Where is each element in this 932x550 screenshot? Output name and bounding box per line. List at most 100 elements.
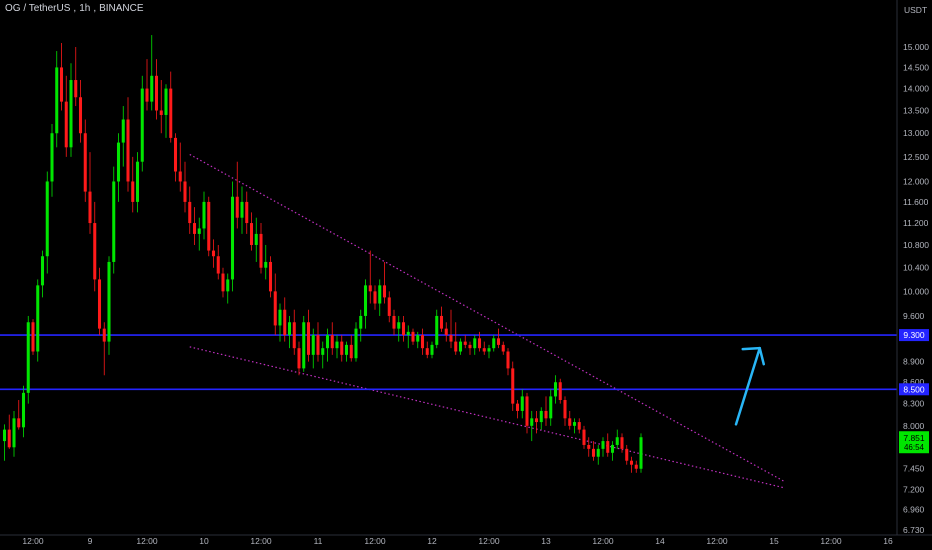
price-axis-background bbox=[897, 0, 932, 550]
x-tick-label: 13 bbox=[541, 536, 551, 546]
y-tick-label: 7.450 bbox=[903, 464, 925, 474]
interval-label[interactable]: 1h bbox=[79, 3, 91, 14]
x-tick-label: 12:00 bbox=[820, 536, 842, 546]
candle-body bbox=[145, 88, 149, 102]
candle-body bbox=[116, 142, 121, 182]
candle bbox=[183, 161, 187, 213]
candle bbox=[178, 142, 182, 192]
candle-body bbox=[473, 338, 477, 349]
candle bbox=[411, 328, 415, 345]
candle-body bbox=[525, 396, 529, 426]
candle-body bbox=[425, 348, 429, 355]
chart-title: OG / TetherUS, 1h, BINANCE bbox=[5, 3, 144, 14]
candle bbox=[406, 325, 410, 349]
candle bbox=[349, 335, 353, 362]
candle-body bbox=[444, 328, 448, 336]
y-tick-label: 8.000 bbox=[903, 421, 925, 431]
candle-body bbox=[31, 322, 35, 352]
candle-body bbox=[530, 418, 534, 426]
candle-body bbox=[359, 315, 363, 329]
candle-body bbox=[534, 418, 539, 423]
candle bbox=[530, 410, 534, 442]
candle-body bbox=[430, 344, 434, 355]
candle bbox=[268, 256, 273, 298]
candle-body bbox=[454, 341, 458, 352]
y-tick-label: 6.730 bbox=[903, 525, 925, 535]
candle bbox=[116, 133, 121, 202]
x-tick-label: 9 bbox=[88, 536, 93, 546]
candle-body bbox=[140, 88, 144, 162]
candle bbox=[454, 322, 458, 355]
candle-body bbox=[126, 119, 130, 182]
candle bbox=[416, 331, 420, 349]
candle bbox=[74, 47, 78, 107]
price-axis[interactable]: USDT 15.000 14.500 14.000 13.500 13.000 12.500… bbox=[896, 0, 932, 550]
candle-body bbox=[112, 181, 116, 262]
candle-body bbox=[492, 338, 496, 349]
candle bbox=[173, 133, 178, 182]
candle bbox=[335, 335, 339, 359]
candle bbox=[430, 341, 434, 359]
candle bbox=[601, 437, 605, 457]
y-tick-label: 7.200 bbox=[903, 484, 925, 494]
candle-body bbox=[401, 322, 406, 336]
candle bbox=[12, 410, 16, 457]
candle bbox=[273, 273, 277, 336]
candle bbox=[88, 152, 92, 234]
candle-body bbox=[97, 279, 102, 329]
candle bbox=[458, 338, 463, 355]
candle bbox=[629, 456, 634, 473]
time-axis[interactable]: 12:00 9 12:00 10 12:00 11 12:00 12 12:00 13 12:00 1… bbox=[0, 534, 932, 550]
candle-body bbox=[7, 429, 11, 448]
candle bbox=[145, 59, 149, 111]
candle bbox=[634, 460, 638, 473]
candle-body bbox=[468, 344, 472, 349]
candle bbox=[17, 400, 21, 430]
candle bbox=[477, 331, 482, 352]
candle-body bbox=[515, 403, 520, 411]
candle bbox=[50, 124, 54, 197]
y-tick-label: 10.800 bbox=[903, 240, 929, 250]
candle-body bbox=[107, 261, 111, 342]
candle bbox=[534, 410, 539, 434]
candle-body bbox=[463, 341, 467, 345]
y-tick-label: 13.500 bbox=[903, 105, 929, 115]
y-tick-label: 12.500 bbox=[903, 152, 929, 162]
candle-body bbox=[606, 441, 610, 453]
projection-arrow bbox=[734, 346, 765, 426]
candle-body bbox=[335, 341, 339, 349]
candle-body bbox=[278, 309, 282, 326]
candle bbox=[568, 410, 572, 430]
x-tick-label: 12 bbox=[427, 536, 437, 546]
x-tick-label: 12:00 bbox=[364, 536, 386, 546]
symbol-name[interactable]: OG / TetherUS bbox=[5, 3, 71, 14]
candle-body bbox=[449, 335, 453, 342]
candle bbox=[506, 348, 510, 376]
last-price-badge bbox=[899, 431, 929, 454]
level-badge-0 bbox=[899, 329, 929, 342]
candle bbox=[192, 207, 197, 245]
candle bbox=[344, 341, 349, 362]
candle bbox=[563, 396, 567, 426]
candle bbox=[606, 433, 610, 457]
candle bbox=[164, 84, 168, 138]
candle bbox=[496, 328, 501, 349]
candle bbox=[325, 328, 330, 362]
y-tick-label: 14.000 bbox=[903, 84, 929, 94]
candle-body bbox=[639, 437, 643, 469]
candle-body bbox=[264, 261, 268, 268]
candle-body bbox=[50, 133, 54, 182]
candle-body bbox=[135, 161, 140, 202]
candle bbox=[283, 297, 287, 342]
candle-body bbox=[501, 344, 505, 352]
candle bbox=[610, 441, 615, 461]
candle-body bbox=[192, 223, 197, 234]
candle bbox=[112, 166, 116, 274]
candle-body bbox=[520, 396, 524, 411]
y-tick-label: 6.960 bbox=[903, 505, 925, 515]
candle bbox=[126, 97, 130, 192]
candle-body bbox=[121, 119, 125, 143]
candle-body bbox=[69, 80, 73, 148]
